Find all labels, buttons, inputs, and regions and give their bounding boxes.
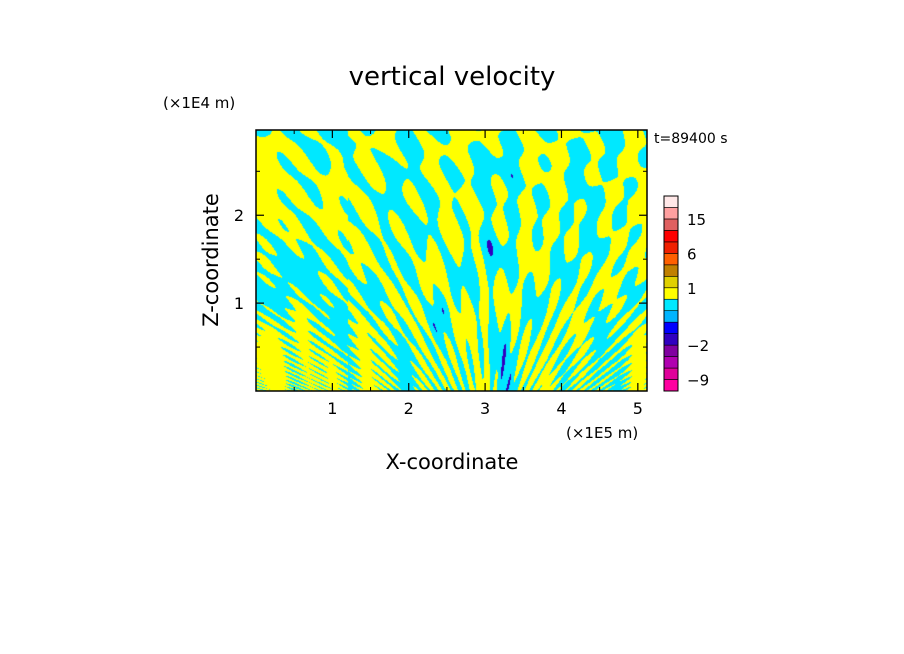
- y-tick-label: 2: [234, 206, 244, 225]
- colorbar: −9 −2 1 6 15: [663, 195, 709, 392]
- plot-frame: [255, 129, 648, 392]
- velocity-field-raster: [256, 130, 647, 391]
- colorbar-frame: [663, 195, 679, 392]
- colorbar-band: [663, 379, 679, 392]
- x-tick-label: 4: [556, 399, 566, 418]
- time-label: t=89400 s: [654, 131, 728, 147]
- x-tick-label: 5: [633, 399, 643, 418]
- x-tick-label: 3: [480, 399, 490, 418]
- colorbar-tick-label: 1: [687, 280, 697, 298]
- colorbar-band: [663, 344, 679, 357]
- y-axis-label: Z-coordinate: [199, 193, 223, 327]
- colorbar-band: [663, 298, 679, 312]
- colorbar-band: [663, 195, 679, 208]
- x-tick-label: 1: [327, 399, 337, 418]
- colorbar-band: [663, 253, 679, 266]
- y-axis-unit: (×1E4 m): [163, 94, 235, 112]
- colorbar-band: [663, 264, 679, 277]
- colorbar-band: [663, 287, 679, 300]
- colorbar-band: [663, 333, 679, 346]
- chart-title: vertical velocity: [349, 62, 556, 92]
- colorbar-band: [663, 275, 679, 289]
- x-axis-label: X-coordinate: [386, 450, 519, 474]
- colorbar-tick-label: −9: [687, 372, 709, 390]
- colorbar-tick-label: 15: [687, 211, 706, 229]
- colorbar-band: [663, 218, 679, 231]
- colorbar-band: [663, 356, 679, 369]
- colorbar-band: [663, 230, 679, 243]
- colorbar-band: [663, 367, 679, 380]
- colorbar-band: [663, 321, 679, 334]
- y-axis-ticks: 12: [234, 170, 647, 348]
- x-axis-unit: (×1E5 m): [566, 424, 638, 442]
- colorbar-band: [663, 310, 679, 323]
- colorbar-band: [663, 241, 679, 254]
- velocity-field: [256, 130, 647, 391]
- x-axis-ticks: 1 2 3 4 5: [293, 130, 643, 418]
- colorbar-tick-label: 6: [687, 245, 697, 263]
- x-tick-label: 2: [404, 399, 414, 418]
- colorbar-band: [663, 207, 679, 220]
- y-tick-label: 1: [234, 294, 244, 313]
- colorbar-tick-label: −2: [687, 337, 709, 355]
